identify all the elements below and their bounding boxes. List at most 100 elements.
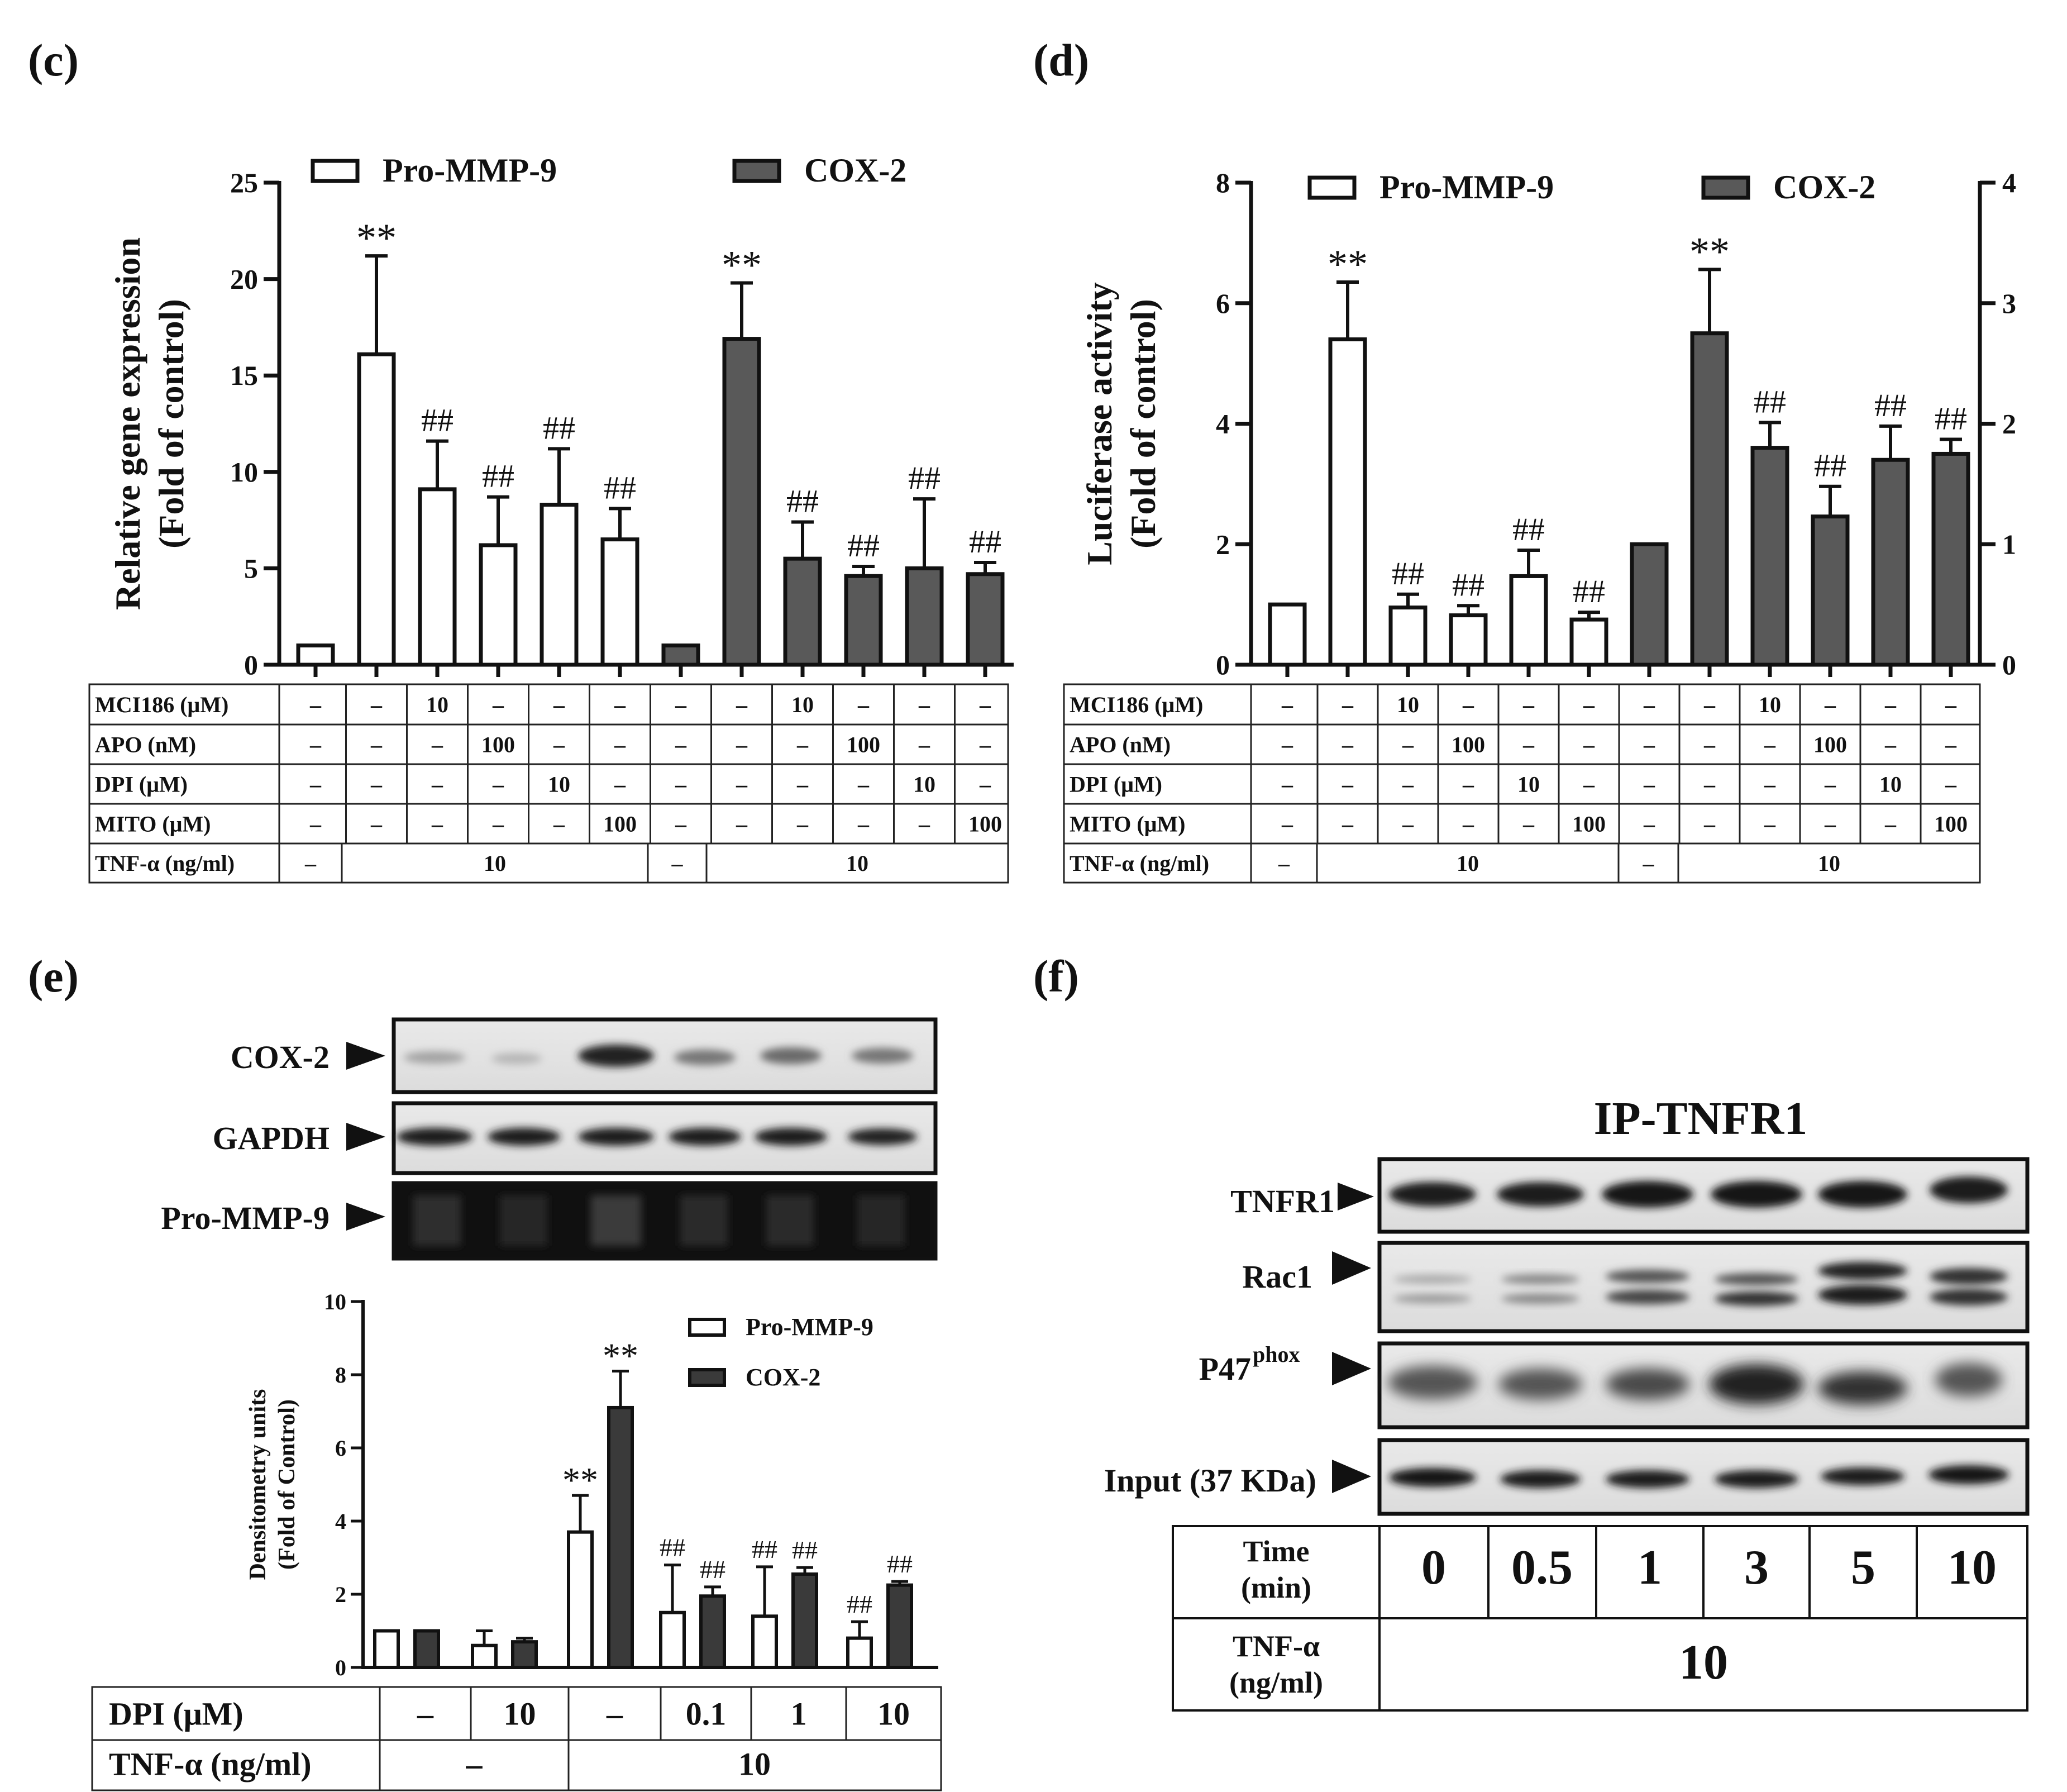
table-cell: 0.1 — [686, 1696, 727, 1732]
table-cell: – — [370, 812, 383, 837]
table-cell: – — [1342, 692, 1354, 717]
table-row-label: DPI (μM) — [109, 1696, 244, 1732]
table-cell: – — [1764, 812, 1776, 837]
bar — [1569, 617, 1608, 667]
blot-tnfr1 — [1377, 1157, 2030, 1234]
y-tick-label: 0 — [335, 1655, 346, 1680]
table-cell: – — [1462, 812, 1474, 837]
tnf-label-line2: (ng/ml) — [1229, 1666, 1323, 1699]
y2-tick-label: 0 — [2002, 649, 2016, 680]
bar — [1811, 514, 1850, 667]
table-cell: 10 — [1759, 692, 1781, 717]
blot-pro-mmp9 — [392, 1181, 938, 1261]
legend-swatch — [732, 159, 781, 183]
y-axis-title-line2: (Fold of control) — [1123, 299, 1163, 549]
panel-c-chart: 0 5 10 15 20 25 Relative gene expression (Fold … — [88, 152, 1014, 884]
table-cell: – — [1703, 732, 1716, 757]
y-tick-label: 20 — [230, 264, 258, 295]
arrow-icon — [1332, 1460, 1371, 1493]
y-tick-label: 6 — [1216, 288, 1230, 319]
significance-label: ## — [1512, 511, 1545, 547]
time-value: 1 — [1638, 1541, 1662, 1595]
significance-label: ** — [1689, 229, 1730, 274]
table-cell: 100 — [1452, 732, 1485, 757]
bar — [699, 1594, 726, 1669]
table-cell: – — [553, 732, 565, 757]
table-cell: 10 — [913, 772, 935, 797]
legend-swatch — [311, 159, 360, 183]
table-cell: – — [370, 732, 383, 757]
bar — [1388, 606, 1428, 667]
bar — [1931, 451, 1970, 667]
significance-label: ## — [847, 527, 880, 564]
table-cell: – — [309, 772, 322, 797]
significance-label: ## — [543, 409, 575, 446]
blot-input — [1377, 1438, 2030, 1516]
legend-swatch — [688, 1368, 726, 1387]
y-axis-title: Luciferase activity (Fold of control) — [1080, 282, 1163, 565]
table-cell: 100 — [1572, 812, 1606, 837]
table-cell: – — [1945, 692, 1957, 717]
bar — [1630, 542, 1669, 667]
y-tick-label: 2 — [1216, 528, 1230, 560]
bar — [783, 556, 822, 667]
blot-label-rac1: Rac1 — [1242, 1259, 1312, 1295]
y2-tick-label: 1 — [2002, 528, 2016, 560]
table-cell: – — [979, 772, 991, 797]
arrow-icon — [1332, 1352, 1371, 1385]
table-cell: – — [1281, 692, 1293, 717]
table-cell: – — [1643, 732, 1655, 757]
table-cell: – — [796, 732, 809, 757]
table-cell: – — [918, 812, 930, 837]
table-cell: – — [1824, 692, 1836, 717]
blot-rac1 — [1377, 1241, 2030, 1333]
y-tick-label: 2 — [335, 1582, 346, 1607]
bar — [1871, 457, 1910, 667]
table-cell: – — [918, 692, 930, 717]
legend-swatch — [688, 1318, 726, 1337]
table-cell: – — [675, 732, 687, 757]
bar — [1690, 331, 1729, 667]
significance-label: ## — [969, 523, 1001, 560]
arrow-icon — [346, 1123, 385, 1151]
y-tick-label: 8 — [1216, 167, 1230, 198]
blot-label-cox2: COX-2 — [231, 1039, 330, 1075]
y-tick-label: 4 — [335, 1509, 346, 1534]
table-cell: – — [1643, 692, 1655, 717]
y-tick-label: 8 — [335, 1362, 346, 1388]
table-cell: – — [309, 812, 322, 837]
table-row-label: MITO (μM) — [1070, 812, 1185, 837]
bar — [1509, 574, 1548, 667]
y-tick-label: 4 — [1216, 408, 1230, 440]
panel-e-chart: 0 2 4 6 8 10 Densitometry units (Fold of Contro… — [91, 1289, 942, 1791]
significance-label: ## — [1935, 401, 1967, 437]
tnf-value: 10 — [1679, 1636, 1728, 1690]
table-row-label: MCI186 (μM) — [1070, 692, 1203, 717]
y-tick-label: 15 — [230, 360, 258, 391]
panel-f: IP-TNFR1 — [1104, 1093, 2030, 1712]
significance-label: ## — [482, 458, 514, 494]
y-axis-title-line2: (Fold of Control) — [274, 1399, 300, 1570]
table-cell: – — [1281, 732, 1293, 757]
significance-label: ## — [1814, 447, 1846, 484]
y-tick-label: 25 — [230, 167, 258, 198]
bar — [479, 543, 518, 667]
table-cell: – — [309, 732, 322, 757]
table-cell: – — [1643, 812, 1655, 837]
table-cell: – — [492, 812, 504, 837]
table-cell: – — [1583, 732, 1595, 757]
table-cell: – — [736, 812, 748, 837]
table-cell: – — [1764, 772, 1776, 797]
blot-gapdh — [392, 1101, 938, 1175]
condition-table — [91, 1686, 942, 1791]
table-cell: 10 — [1818, 851, 1840, 876]
table-cell: 10 — [791, 692, 814, 717]
table-cell: – — [370, 772, 383, 797]
bar — [966, 572, 1005, 667]
table-cell: 10 — [846, 851, 868, 876]
significance-label: ## — [421, 402, 454, 439]
time-value: 10 — [1947, 1541, 1997, 1595]
table-cell: – — [1884, 812, 1897, 837]
table-cell: – — [1342, 772, 1354, 797]
table-row-label: DPI (μM) — [1070, 772, 1162, 797]
